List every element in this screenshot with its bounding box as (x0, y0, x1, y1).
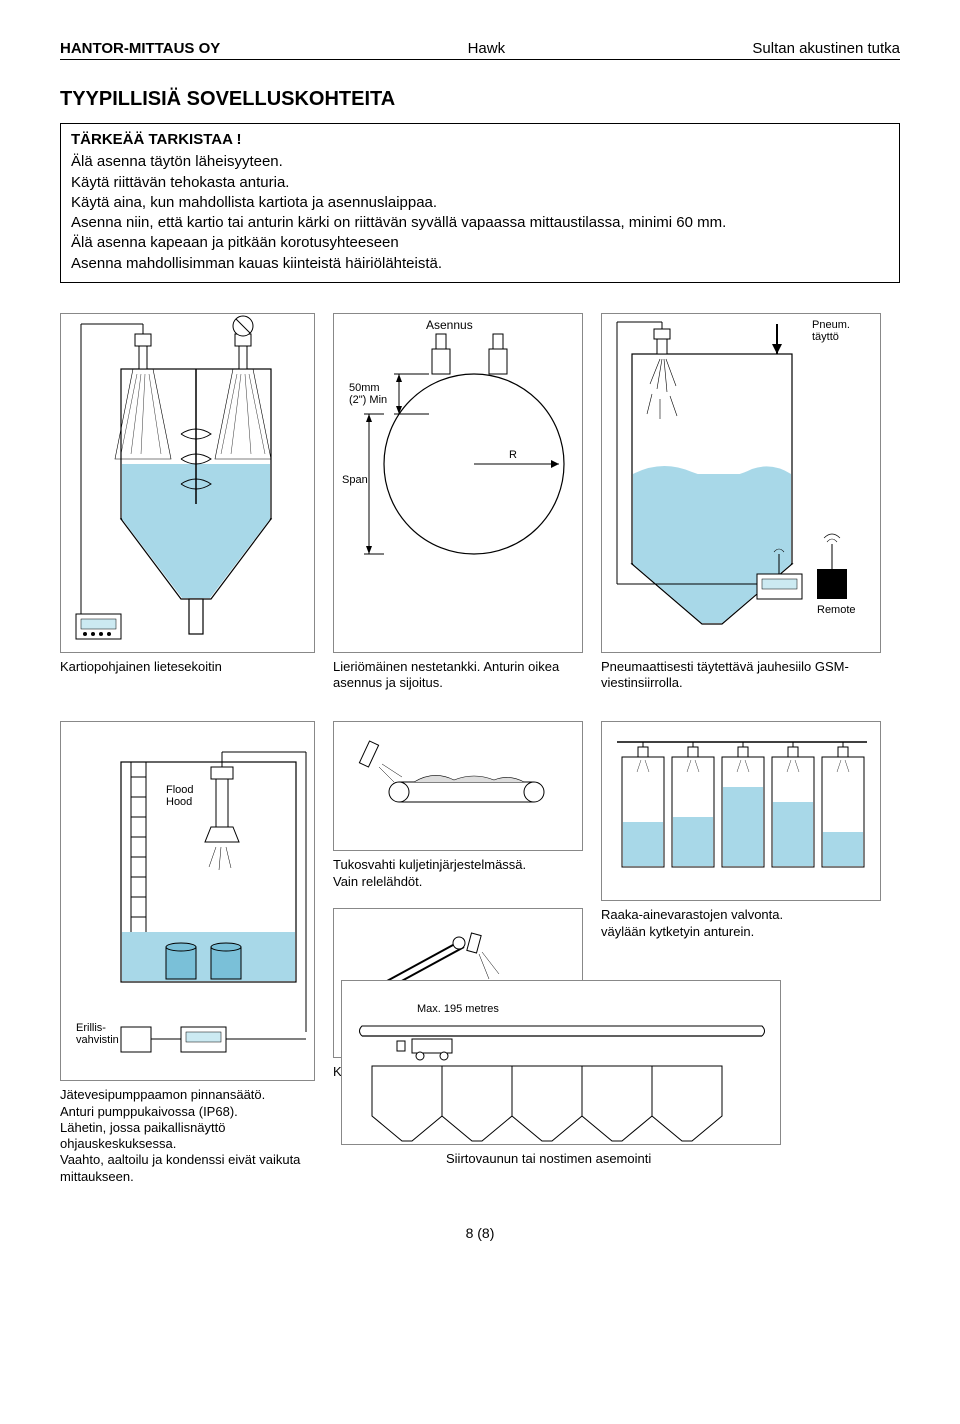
notice-line: Älä asenna kapeaan ja pitkään korotusyht… (71, 233, 889, 253)
label-r: R (509, 449, 517, 461)
diagram-crane-positioning (342, 981, 780, 1144)
diagram-multi-silo (602, 722, 880, 900)
figure-caption: Jätevesipumppaamon pinnansäätö. Anturi p… (60, 1087, 315, 1185)
page-footer: 8 (8) (60, 1225, 900, 1241)
diagram-conveyor-block (334, 722, 582, 850)
notice-line: Asenna mahdollisimman kauas kiinteistä h… (71, 254, 889, 274)
figure-panel-2: Asennus 50mm (2") Min Span R Lieriömäine… (333, 313, 583, 692)
figure-panel-3: Pneum. täyttö Remote Pneumaattisesti täy… (601, 313, 881, 692)
figure-caption: Pneumaattisesti täytettävä jauhesiilo GS… (601, 659, 881, 692)
figure-panel-1: Kartiopohjainen lietesekoitin (60, 313, 315, 675)
figure-panel-4: Flood Hood Erillis- vahvistin Jätevesipu… (60, 721, 315, 1185)
label-erillis: Erillis- vahvistin (76, 1022, 119, 1046)
figure-row-2: Flood Hood Erillis- vahvistin Jätevesipu… (60, 721, 900, 1185)
notice-line: Käytä aina, kun mahdollista kartiota ja … (71, 193, 889, 213)
label-remote: Remote (817, 604, 856, 616)
diagram-cylindrical-tank (334, 314, 582, 652)
header-company: HANTOR-MITTAUS OY (60, 40, 220, 57)
page: HANTOR-MITTAUS OY Hawk Sultan akustinen … (0, 0, 960, 1271)
header-subtitle: Sultan akustinen tutka (752, 40, 900, 57)
notice-line: Älä asenna täytön läheisyyteen. (71, 152, 889, 172)
section-title: TYYPILLISIÄ SOVELLUSKOHTEITA (60, 88, 900, 111)
label-max: Max. 195 metres (417, 1003, 499, 1015)
figure-caption: Siirtovaunun tai nostimen asemointi (446, 1151, 881, 1167)
notice-line: Käytä riittävän tehokasta anturia. (71, 173, 889, 193)
notice-box: TÄRKEÄÄ TARKISTAA ! Älä asenna täytön lä… (60, 123, 900, 283)
label-flood: Flood Hood (166, 784, 194, 808)
label-pneum: Pneum. täyttö (812, 319, 850, 343)
label-asennus: Asennus (426, 318, 473, 332)
label-span: Span (342, 474, 368, 486)
figure-caption: Raaka-ainevarastojen valvonta. väylään k… (601, 907, 881, 940)
header-product: Hawk (468, 40, 506, 57)
figure-caption: Lieriömäinen nestetankki. Anturin oikea … (333, 659, 583, 692)
notice-line: Asenna niin, että kartio tai anturin kär… (71, 213, 889, 233)
diagram-pneumatic-silo (602, 314, 880, 652)
figure-panel-6: Raaka-ainevarastojen valvonta. väylään k… (601, 721, 881, 1167)
figure-caption-top: Tukosvahti kuljetinjärjestelmässä. Vain … (333, 857, 583, 890)
label-50mm: 50mm (2") Min (349, 382, 387, 406)
figure-caption: Kartiopohjainen lietesekoitin (60, 659, 315, 675)
notice-title: TÄRKEÄÄ TARKISTAA ! (71, 130, 889, 150)
diagram-slurry-mixer (61, 314, 314, 652)
page-header: HANTOR-MITTAUS OY Hawk Sultan akustinen … (60, 40, 900, 60)
figure-row-1: Kartiopohjainen lietesekoitin (60, 313, 900, 692)
